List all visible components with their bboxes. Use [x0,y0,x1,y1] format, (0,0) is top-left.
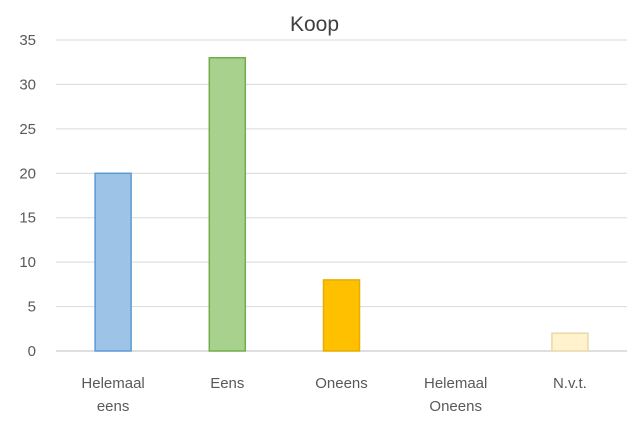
y-tick-label: 30 [19,76,36,93]
y-tick-label: 20 [19,165,36,182]
x-tick-label: Eens [210,375,244,392]
y-tick-label: 5 [28,299,36,316]
bar [322,279,361,352]
x-tick-label: Helemaal eens [81,375,144,415]
x-tick-label: Oneens [315,375,368,392]
bar [94,172,132,352]
y-tick-label: 35 [19,32,36,49]
y-tick-label: 25 [19,121,36,138]
chart-title: Koop [289,13,340,36]
y-tick-label: 15 [19,210,36,227]
bar [551,332,589,352]
bar [208,57,247,352]
y-tick-label: 0 [28,343,36,360]
x-tick-label: Helemaal Oneens [424,375,487,415]
y-tick-label: 10 [19,254,36,271]
x-tick-label: N.v.t. [553,375,587,392]
